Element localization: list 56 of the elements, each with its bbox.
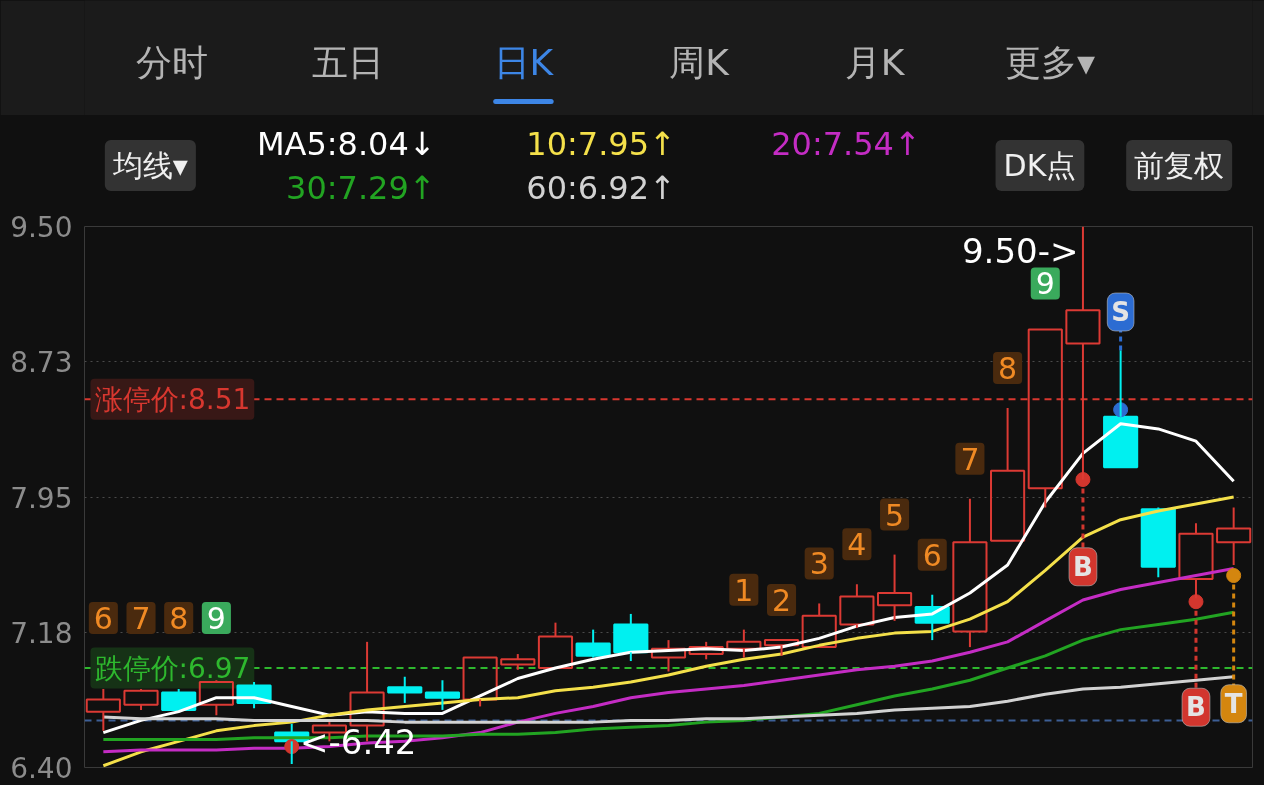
text: 4 [847, 527, 867, 563]
data-label: B [1073, 551, 1093, 582]
text: 更多▾ [1005, 42, 1096, 83]
text: 分时 [136, 42, 209, 83]
text: 五日 [311, 42, 384, 83]
candlestick [198, 679, 234, 717]
text: 3 [809, 546, 829, 582]
text: DK点 [1003, 148, 1077, 183]
text: 均线▾ [111, 148, 188, 183]
candlestick [650, 639, 687, 673]
text: 日K [493, 42, 555, 83]
text: 6 [922, 537, 942, 573]
ref-line-label: 跌停价:6.97 [94, 651, 251, 685]
candlestick [123, 687, 159, 711]
ref-line-label: 涨停价:8.51 [94, 382, 251, 416]
candlestick [500, 653, 536, 671]
candlestick [839, 583, 875, 629]
y-tick-label: 6.40 [10, 752, 73, 785]
text: 2 [771, 583, 792, 619]
text: 10:7.95↑ [526, 124, 676, 163]
candlestick [424, 679, 461, 711]
candlestick [387, 675, 423, 704]
point [1188, 594, 1204, 610]
candlestick [876, 553, 913, 622]
candlestick [613, 612, 649, 663]
y-tick-label: 7.95 [10, 481, 73, 515]
y-tick-label: 7.18 [10, 616, 73, 650]
text: 7 [960, 441, 980, 477]
text: 6 [93, 601, 113, 637]
candlestick [1216, 506, 1252, 567]
text: 前复权 [1134, 148, 1225, 183]
data-label: B [1186, 692, 1206, 723]
data-label: S [1111, 297, 1130, 328]
text: 5 [885, 497, 905, 533]
text: 8 [169, 601, 189, 637]
text: 60:6.92↑ [526, 168, 676, 207]
text: 月K [844, 42, 906, 83]
candlestick [575, 628, 611, 659]
data-label: T [1224, 688, 1243, 719]
point [1226, 568, 1242, 584]
text: 8 [998, 351, 1018, 386]
candlestick [85, 687, 121, 732]
candlestick [726, 628, 762, 659]
text: 9 [206, 601, 226, 637]
text: 周K [669, 42, 731, 83]
y-tick-label: 8.73 [10, 346, 73, 380]
text: 20:7.54↑ [771, 124, 921, 163]
candlestick [688, 640, 724, 661]
candlestick [952, 497, 988, 649]
point [1075, 472, 1091, 488]
text: 7 [131, 601, 151, 637]
y-tick-label: 9.50 [10, 211, 73, 244]
text: 30:7.29↑ [286, 168, 436, 207]
text: 1 [734, 572, 754, 608]
candlestick [1140, 506, 1176, 579]
text: MA5:8.04↓ [256, 124, 436, 163]
